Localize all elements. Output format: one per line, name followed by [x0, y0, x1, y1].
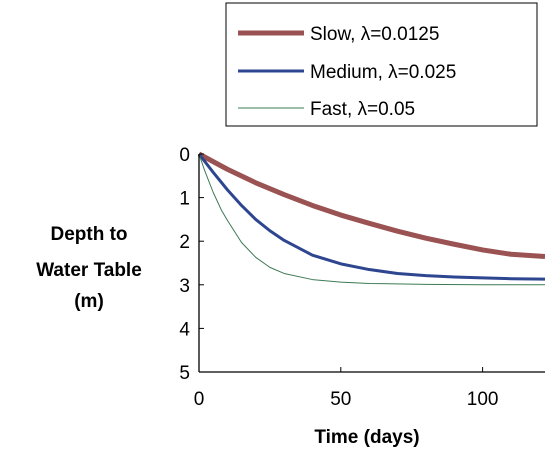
- x-tick-label: 50: [330, 389, 351, 410]
- y-tick-label: 3: [179, 276, 190, 297]
- legend-label-slow: Slow, λ=0.0125: [310, 24, 439, 45]
- series-line-medium: [197, 153, 545, 281]
- x-tick-label: 100: [467, 389, 499, 410]
- y-tick-label: 1: [179, 189, 190, 210]
- series-layer: [197, 151, 545, 286]
- legend: Slow, λ=0.0125 Medium, λ=0.025 Fast, λ=0…: [225, 2, 538, 127]
- series-line-fast: [198, 153, 545, 286]
- y-axis-title-line-1: Depth to: [50, 224, 127, 245]
- x-tick-label: 0: [194, 389, 205, 410]
- y-tick-label: 5: [179, 363, 190, 384]
- y-axis-title-line-3: (m): [74, 291, 104, 312]
- legend-box: [225, 2, 538, 127]
- x-axis-title: Time (days): [314, 427, 419, 448]
- series-line-slow: [197, 151, 545, 259]
- legend-label-fast: Fast, λ=0.05: [310, 99, 415, 120]
- legend-label-medium: Medium, λ=0.025: [310, 62, 456, 83]
- y-tick-label: 2: [179, 232, 190, 253]
- y-tick-label: 0: [179, 145, 190, 166]
- y-tick-label: 4: [179, 319, 190, 340]
- y-axis-title: Depth to Water Table (m): [36, 224, 142, 312]
- y-axis-title-line-2: Water Table: [36, 260, 142, 281]
